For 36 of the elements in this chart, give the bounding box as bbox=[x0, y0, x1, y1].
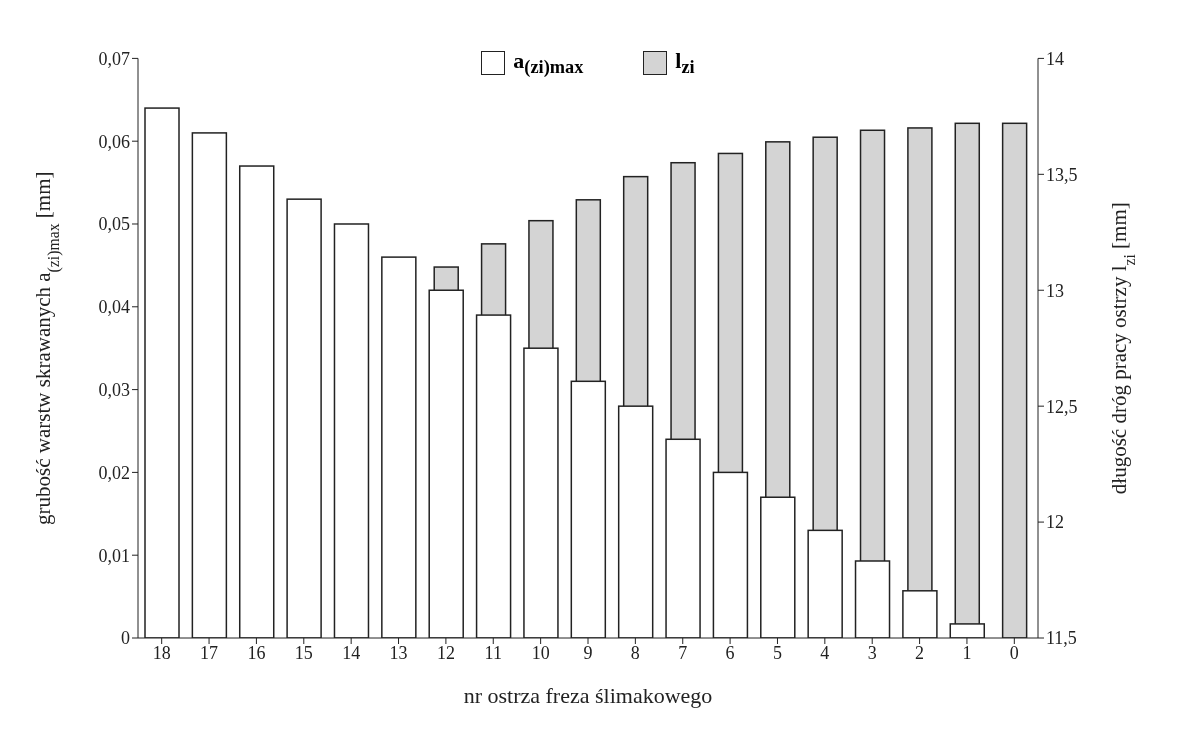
x-tick-label: 1 bbox=[962, 642, 972, 663]
x-tick-label: 14 bbox=[342, 642, 361, 663]
y2-tick-label: 11,5 bbox=[1046, 628, 1077, 649]
y-tick-label: 0,07 bbox=[98, 48, 130, 69]
x-tick-label: 5 bbox=[772, 642, 782, 663]
x-tick-label: 2 bbox=[915, 642, 925, 663]
x-tick-label: 7 bbox=[678, 642, 688, 663]
y2-tick-label: 12 bbox=[1046, 512, 1064, 533]
y-tick-label: 0,06 bbox=[98, 131, 130, 152]
y-tick-label: 0,02 bbox=[98, 462, 130, 483]
y2-tick-label: 13 bbox=[1046, 280, 1064, 301]
y-tick-label: 0,05 bbox=[98, 214, 130, 235]
y-tick-label: 0 bbox=[121, 628, 130, 649]
y2-tick-label: 12,5 bbox=[1046, 396, 1078, 417]
x-tick-label: 6 bbox=[725, 642, 735, 663]
x-tick-label: 10 bbox=[531, 642, 550, 663]
x-tick-label: 12 bbox=[436, 642, 455, 663]
x-tick-label: 15 bbox=[294, 642, 313, 663]
x-axis-title: nr ostrza freza ślimakowego bbox=[463, 683, 713, 708]
x-tick-label: 11 bbox=[484, 642, 502, 663]
y2-tick-label: 13,5 bbox=[1046, 164, 1078, 185]
legend-label: l$_{zi}$ bbox=[675, 48, 695, 78]
x-tick-label: 18 bbox=[152, 642, 171, 663]
y-tick-label: 0,03 bbox=[98, 379, 130, 400]
x-tick-label: 17 bbox=[200, 642, 219, 663]
x-tick-label: 13 bbox=[389, 642, 408, 663]
legend-label: a$_{(zi)max}$ bbox=[513, 48, 584, 78]
y2-tick-label: 14 bbox=[1046, 48, 1064, 69]
x-tick-label: 16 bbox=[247, 642, 266, 663]
y-tick-label: 0,04 bbox=[98, 297, 130, 318]
y-tick-label: 0,01 bbox=[98, 545, 130, 566]
x-tick-label: 9 bbox=[583, 642, 593, 663]
x-tick-label: 0 bbox=[1009, 642, 1019, 663]
x-tick-label: 8 bbox=[630, 642, 640, 663]
x-tick-label: 4 bbox=[820, 642, 830, 663]
x-tick-label: 3 bbox=[867, 642, 877, 663]
